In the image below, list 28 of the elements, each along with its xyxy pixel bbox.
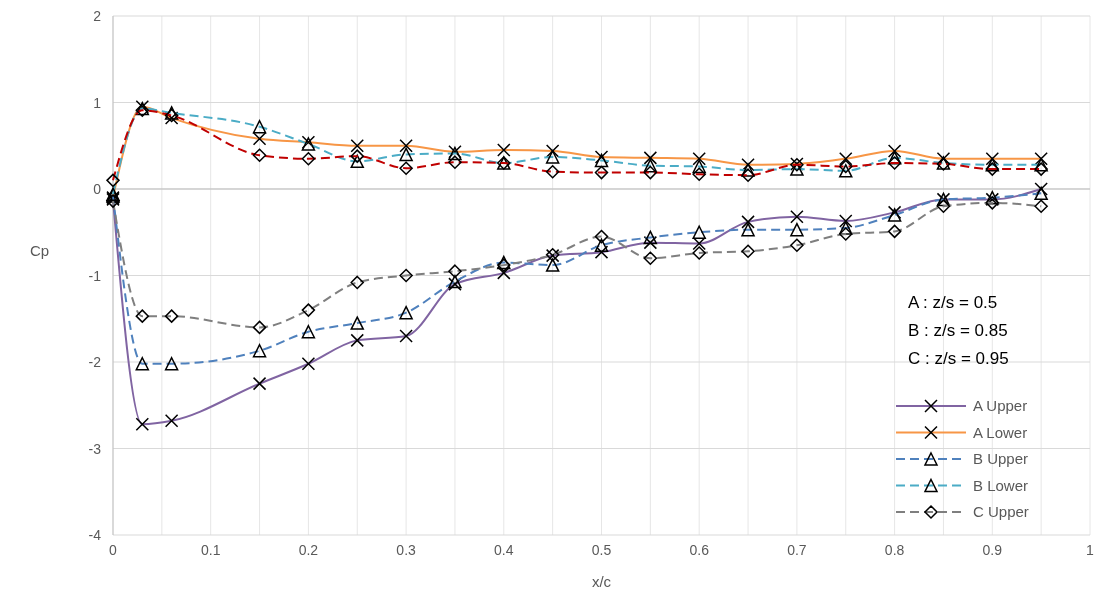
x-tick-label: 1 bbox=[1086, 542, 1095, 558]
x-tick-label: 0.2 bbox=[298, 542, 319, 558]
x-tick-label: 0 bbox=[109, 542, 118, 558]
legend-label: A Upper bbox=[973, 397, 1028, 414]
legend-label: B Lower bbox=[973, 476, 1029, 494]
legend-label: B Upper bbox=[973, 450, 1029, 467]
y-tick-label: -4 bbox=[88, 527, 102, 543]
y-tick-label: -1 bbox=[88, 267, 102, 284]
x-axis-title: x/c bbox=[591, 573, 612, 590]
x-tick-label: 0.9 bbox=[982, 542, 1003, 558]
y-tick-label: 1 bbox=[93, 94, 102, 111]
y-tick-label: 0 bbox=[93, 181, 102, 197]
x-tick-label: 0.3 bbox=[396, 542, 417, 558]
x-tick-label: 0.4 bbox=[494, 542, 514, 558]
annotation: A : z/s = 0.5 bbox=[908, 293, 998, 312]
x-tick-label: 0.8 bbox=[884, 542, 905, 558]
x-tick-label: 0.7 bbox=[787, 542, 807, 558]
y-tick-label: 2 bbox=[93, 8, 102, 24]
legend-label: A Lower bbox=[973, 423, 1028, 441]
y-tick-label: -2 bbox=[88, 354, 102, 370]
x-tick-label: 0.1 bbox=[200, 542, 221, 558]
y-axis-title: Cp bbox=[30, 241, 50, 259]
annotation: B : z/s = 0.85 bbox=[908, 321, 1008, 340]
annotation: C : z/s = 0.95 bbox=[908, 349, 1009, 368]
x-tick-label: 0.5 bbox=[591, 542, 612, 558]
legend-label: C Upper bbox=[973, 503, 1029, 520]
y-tick-label: -3 bbox=[88, 440, 102, 457]
x-tick-label: 0.6 bbox=[689, 542, 710, 558]
